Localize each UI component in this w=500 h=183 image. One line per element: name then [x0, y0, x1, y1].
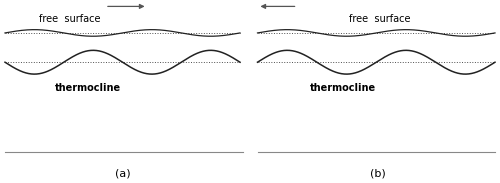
Text: (a): (a): [114, 169, 130, 179]
Text: (b): (b): [370, 169, 386, 179]
Text: free  surface: free surface: [349, 14, 411, 24]
Text: thermocline: thermocline: [54, 83, 120, 93]
Text: thermocline: thermocline: [310, 83, 376, 93]
Text: free  surface: free surface: [39, 14, 101, 24]
